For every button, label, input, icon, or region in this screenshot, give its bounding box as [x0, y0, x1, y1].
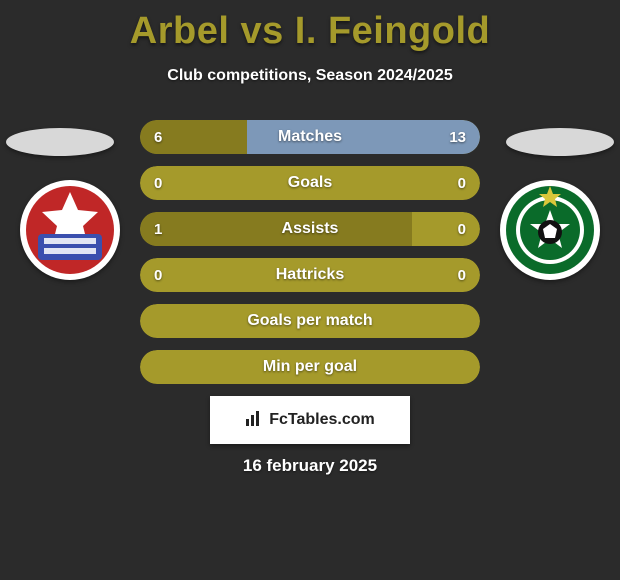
- stat-bars: Matches613 Goals00 Assists10 Hattricks00 Goa…: [140, 120, 480, 396]
- footer-text: FcTables.com: [269, 411, 375, 429]
- stat-bar-fill-right: [247, 120, 480, 154]
- date-text: 16 february 2025: [0, 456, 620, 476]
- stat-row-goals: Goals00: [140, 166, 480, 200]
- stat-row-matches: Matches613: [140, 120, 480, 154]
- stat-row-min-per-goal: Min per goal: [140, 350, 480, 384]
- player-right-badge: [500, 180, 600, 280]
- stat-bar-fill-left: [140, 212, 412, 246]
- fctables-logo-icon: [245, 409, 263, 432]
- stat-bar-track: [140, 258, 480, 292]
- club-badge-right-icon: [500, 180, 600, 280]
- player-left-shadow: [6, 128, 114, 156]
- stat-row-goals-per-match: Goals per match: [140, 304, 480, 338]
- page-title: Arbel vs I. Feingold: [0, 0, 620, 53]
- club-badge-left-icon: [20, 180, 120, 280]
- subtitle: Club competitions, Season 2024/2025: [0, 67, 620, 85]
- stat-bar-track: [140, 304, 480, 338]
- stat-bar-track: [140, 350, 480, 384]
- stat-bar-track: [140, 166, 480, 200]
- stat-bar-fill-left: [140, 120, 247, 154]
- stat-row-assists: Assists10: [140, 212, 480, 246]
- player-left-badge: [20, 180, 120, 280]
- player-right-shadow: [506, 128, 614, 156]
- stat-row-hattricks: Hattricks00: [140, 258, 480, 292]
- footer-attribution: FcTables.com: [210, 396, 410, 444]
- comparison-stage: Matches613 Goals00 Assists10 Hattricks00 Goa…: [0, 100, 620, 400]
